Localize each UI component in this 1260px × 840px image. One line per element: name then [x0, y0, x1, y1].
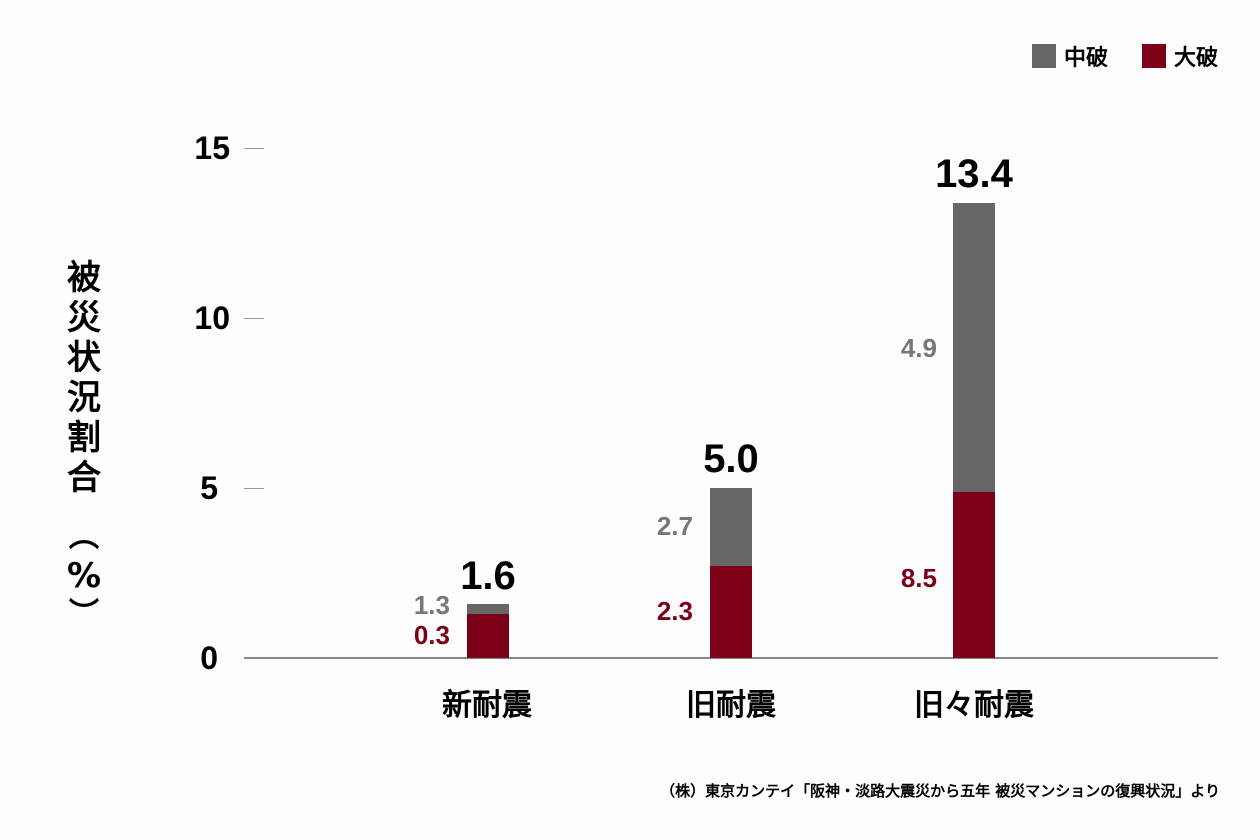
x-axis-line	[244, 657, 1218, 659]
y-label-char: 災	[67, 298, 101, 338]
bar-total: 5.0	[703, 437, 759, 481]
y-tick-15: 15	[194, 130, 230, 166]
bar-kyukyu-taishin	[953, 203, 995, 658]
bar-gray-label: 2.7	[656, 511, 693, 541]
legend-label: 中破	[1063, 46, 1108, 71]
y-label-char: 状	[67, 338, 101, 378]
legend-swatch-gray	[1031, 44, 1056, 68]
bar-shin-taishin	[467, 604, 509, 658]
source-note: （株）東京カンテイ「阪神・淡路大震災から五年 被災マンションの復興状況」より	[660, 782, 1220, 800]
bar-red-label: 8.5	[900, 563, 937, 593]
bar-segment-chuha	[467, 604, 509, 614]
legend-swatch-red	[1141, 44, 1166, 68]
bar-total: 1.6	[460, 554, 516, 598]
y-label-unit-close: ︶	[69, 597, 99, 632]
y-tick-mark	[244, 318, 264, 319]
y-label-char: 況	[67, 378, 101, 418]
y-label-unit: %	[66, 556, 102, 596]
x-category-label: 旧耐震	[686, 688, 776, 723]
bar-kyu-taishin	[710, 488, 752, 658]
legend-item-chuha: 中破	[1031, 40, 1108, 72]
y-tick-10: 10	[194, 300, 230, 336]
y-tick-5: 5	[200, 470, 218, 506]
y-tick-mark	[244, 488, 264, 489]
bar-segment-daiha	[710, 566, 752, 658]
y-label-unit-open: ︵	[69, 519, 99, 554]
bar-segment-daiha	[953, 492, 995, 658]
bar-gray-label: 1.3	[413, 590, 450, 620]
x-category-label: 旧々耐震	[914, 688, 1034, 723]
bar-segment-chuha	[953, 203, 995, 492]
chart-legend: 中破 大破	[1031, 40, 1218, 72]
y-tick-mark	[244, 148, 264, 149]
y-label-char: 被	[67, 258, 101, 298]
legend-item-daiha: 大破	[1141, 40, 1218, 72]
bar-red-label: 2.3	[656, 596, 693, 626]
bar-segment-chuha	[710, 488, 752, 566]
x-category-label: 新耐震	[442, 688, 532, 723]
bar-red-label: 0.3	[413, 620, 450, 650]
bar-gray-label: 4.9	[900, 333, 937, 363]
y-label-char: 合	[67, 458, 101, 498]
y-label-char: 割	[67, 418, 101, 458]
y-axis-label: 被 災 状 況 割 合 ︵ % ︶	[62, 258, 106, 634]
legend-label: 大破	[1173, 46, 1218, 71]
bar-segment-daiha	[467, 614, 509, 658]
y-tick-0: 0	[200, 640, 218, 676]
bar-total: 13.4	[935, 152, 1013, 196]
